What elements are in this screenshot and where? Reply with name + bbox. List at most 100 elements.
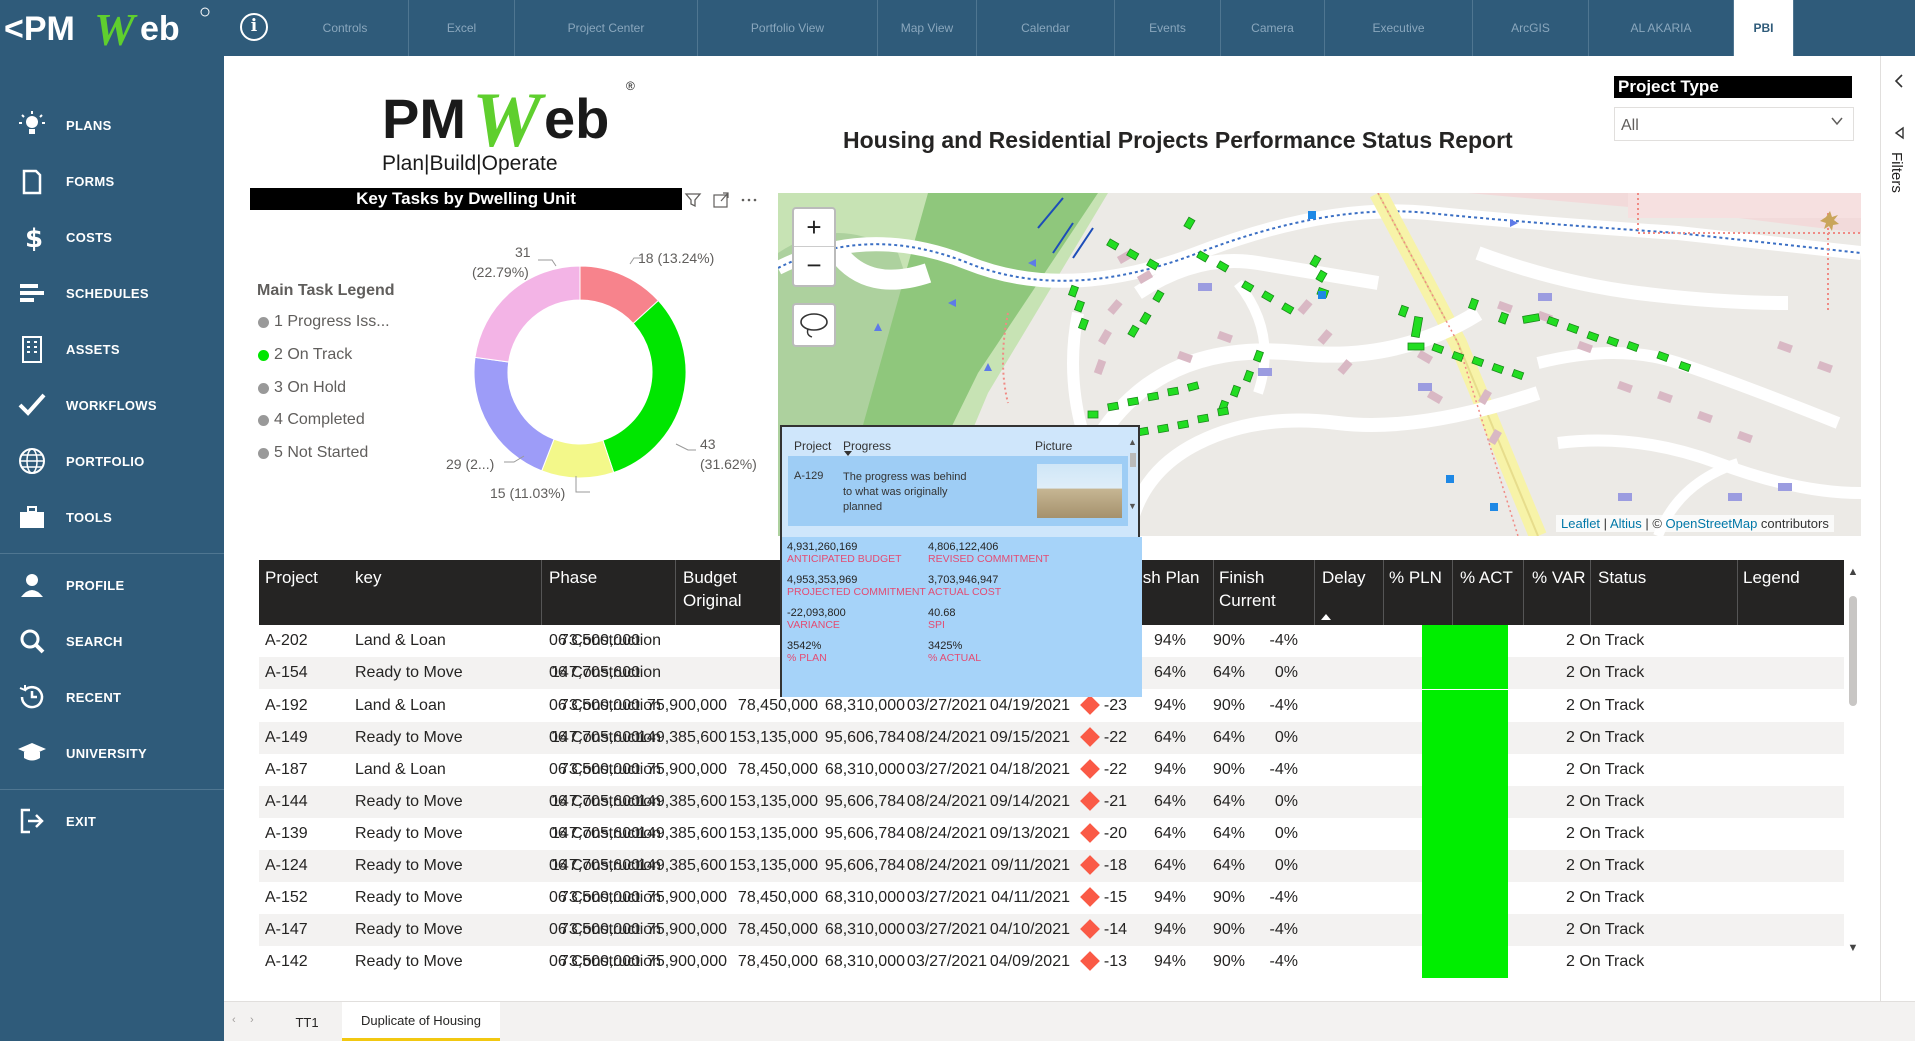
top-tab-map-view[interactable]: Map View [878, 0, 977, 56]
tooltip-metric-value: -22,093,800 [787, 607, 846, 619]
col-act[interactable]: % ACT [1460, 568, 1513, 587]
page-tab[interactable]: TT1 [295, 1014, 319, 1030]
top-tab-portfolio-view[interactable]: Portfolio View [698, 0, 878, 56]
tooltip-metric-value: 3,703,946,947 [928, 574, 999, 586]
tooltip-col-project: Project [794, 439, 832, 453]
cell-actual: 95,606,784 [824, 793, 905, 810]
tooltip-metric: -22,093,800 VARIANCE [787, 607, 846, 631]
sidebar-item-tools[interactable]: TOOLS [0, 495, 224, 539]
osm-link[interactable]: OpenStreetMap [1665, 516, 1758, 531]
svg-text:PM: PM [382, 87, 466, 150]
leaflet-link[interactable]: Leaflet [1561, 516, 1601, 531]
zoom-in-button[interactable]: + [794, 209, 834, 247]
cell-delay: -13 [1103, 953, 1127, 970]
zoom-out-button[interactable]: − [806, 250, 822, 280]
filter-icon[interactable] [684, 191, 702, 209]
col-phase[interactable]: Phase [549, 568, 598, 587]
focus-mode-icon[interactable] [712, 191, 730, 209]
sidebar-item-forms[interactable]: FORMS [0, 159, 224, 203]
col-finish-current[interactable]: Finish Current [1219, 566, 1276, 612]
table-row[interactable]: A-124 Ready to Move 06 Construction 147,705… [259, 850, 1844, 882]
toolbox-icon [16, 501, 48, 533]
top-tab-camera[interactable]: Camera [1221, 0, 1325, 56]
sidebar-item-profile[interactable]: PROFILE [0, 563, 224, 607]
donut-chart[interactable] [430, 236, 730, 496]
top-tab-calendar[interactable]: Calendar [977, 0, 1115, 56]
col-finish-plan[interactable]: ish Plan [1139, 568, 1200, 587]
top-tab-al-akaria[interactable]: AL AKARIA [1589, 0, 1734, 56]
legend-item[interactable]: 1 Progress Iss... [258, 313, 390, 331]
sidebar-divider [0, 553, 224, 554]
top-tab-executive[interactable]: Executive [1325, 0, 1473, 56]
sidebar-item-search[interactable]: SEARCH [0, 619, 224, 663]
table-row[interactable]: A-187 Land & Loan 06 Construction 73,500,00… [259, 754, 1844, 786]
donut-slice-5[interactable] [474, 265, 581, 363]
cell-finish-current: 04/19/2021 [989, 697, 1070, 714]
pmweb-logo[interactable]: <PM W eb [0, 0, 224, 56]
tooltip-scroll-up-icon[interactable]: ▲ [1128, 437, 1137, 447]
table-row[interactable]: A-139 Ready to Move 06 Construction 147,705… [259, 818, 1844, 850]
legend-item[interactable]: 4 Completed [258, 411, 365, 429]
top-tab-excel[interactable]: Excel [409, 0, 515, 56]
cell-actual: 68,310,000 [824, 921, 905, 938]
lasso-select-button[interactable] [792, 303, 836, 347]
table-row[interactable]: A-144 Ready to Move 06 Construction 147,705… [259, 786, 1844, 818]
sidebar-item-costs[interactable]: $ COSTS [0, 215, 224, 259]
prev-page-icon[interactable]: ‹ [232, 1014, 236, 1026]
top-tab-arcgis[interactable]: ArcGIS [1473, 0, 1589, 56]
table-row[interactable]: A-192 Land & Loan 06 Construction 73,500,00… [259, 690, 1844, 722]
legend-dot-icon [258, 414, 269, 426]
top-tab-project-center[interactable]: Project Center [515, 0, 698, 56]
col-key[interactable]: key [355, 568, 382, 587]
sidebar-item-assets[interactable]: ASSETS [0, 327, 224, 371]
table-vertical-scrollbar[interactable]: ▲ ▼ [1846, 566, 1860, 966]
legend-item[interactable]: 5 Not Started [258, 444, 368, 462]
col-pln[interactable]: % PLN [1389, 568, 1442, 587]
scroll-up-icon[interactable]: ▲ [1847, 566, 1859, 578]
page-tab[interactable]: Duplicate of Housing [342, 1002, 500, 1041]
sidebar-item-exit[interactable]: EXIT [0, 799, 224, 843]
legend-item[interactable]: 2 On Track [258, 346, 352, 364]
filters-pane[interactable] [1880, 56, 1915, 1001]
info-icon[interactable]: i [240, 13, 268, 41]
col-project[interactable]: Project [265, 568, 318, 587]
scroll-down-icon[interactable]: ▼ [1847, 942, 1859, 954]
col-status[interactable]: Status [1598, 568, 1647, 587]
legend-label: 4 Completed [274, 411, 365, 428]
sidebar-item-schedules[interactable]: SCHEDULES [0, 271, 224, 315]
cell-act: 90% [1212, 697, 1245, 714]
collapse-chevron-icon[interactable] [1893, 74, 1905, 88]
status-color-cell [1422, 690, 1508, 722]
sidebar-item-portfolio[interactable]: PORTFOLIO [0, 439, 224, 483]
more-options-icon[interactable] [740, 191, 758, 209]
legend-item[interactable]: 3 On Hold [258, 379, 346, 397]
cell-pln: 64% [1153, 825, 1186, 842]
cell-phase: 06 Construction [549, 729, 662, 746]
sidebar-item-plans[interactable]: PLANS [0, 103, 224, 147]
top-tab-pbi[interactable]: PBI [1734, 0, 1794, 56]
col-delay[interactable]: Delay [1322, 568, 1366, 587]
col-budget[interactable]: Budget Original [683, 566, 742, 612]
table-row[interactable]: A-152 Ready to Move 06 Construction 73,500,… [259, 882, 1844, 914]
project-type-dropdown[interactable]: All [1614, 107, 1854, 141]
col-var[interactable]: % VAR [1532, 568, 1586, 587]
next-page-icon[interactable]: › [250, 1014, 254, 1026]
altius-link[interactable]: Altius [1609, 516, 1642, 531]
top-tab-events[interactable]: Events [1115, 0, 1221, 56]
top-tab-controls[interactable]: Controls [282, 0, 409, 56]
table-row[interactable]: A-149 Ready to Move 06 Construction 147,705… [259, 722, 1844, 754]
table-row[interactable]: A-147 Ready to Move 06 Construction 73,500,… [259, 914, 1844, 946]
sidebar-item-university[interactable]: UNIVERSITY [0, 731, 224, 775]
table-row[interactable]: A-142 Ready to Move 06 Construction 73,500,… [259, 946, 1844, 978]
cell-delay: -15 [1103, 889, 1127, 906]
tooltip-metric: 3,703,946,947 ACTUAL COST [928, 574, 1001, 598]
tooltip-scrollbar[interactable]: ▲ ▼ [1127, 437, 1139, 525]
cell-phase: 06 Construction [549, 761, 662, 778]
scroll-thumb[interactable] [1849, 596, 1857, 706]
sidebar-item-recent[interactable]: RECENT [0, 675, 224, 719]
cell-var: 0% [1274, 825, 1298, 842]
col-legend[interactable]: Legend [1743, 568, 1800, 587]
filters-label[interactable]: Filters [1888, 152, 1905, 193]
tooltip-scroll-down-icon[interactable]: ▼ [1128, 501, 1137, 511]
sidebar-item-workflows[interactable]: WORKFLOWS [0, 383, 224, 427]
